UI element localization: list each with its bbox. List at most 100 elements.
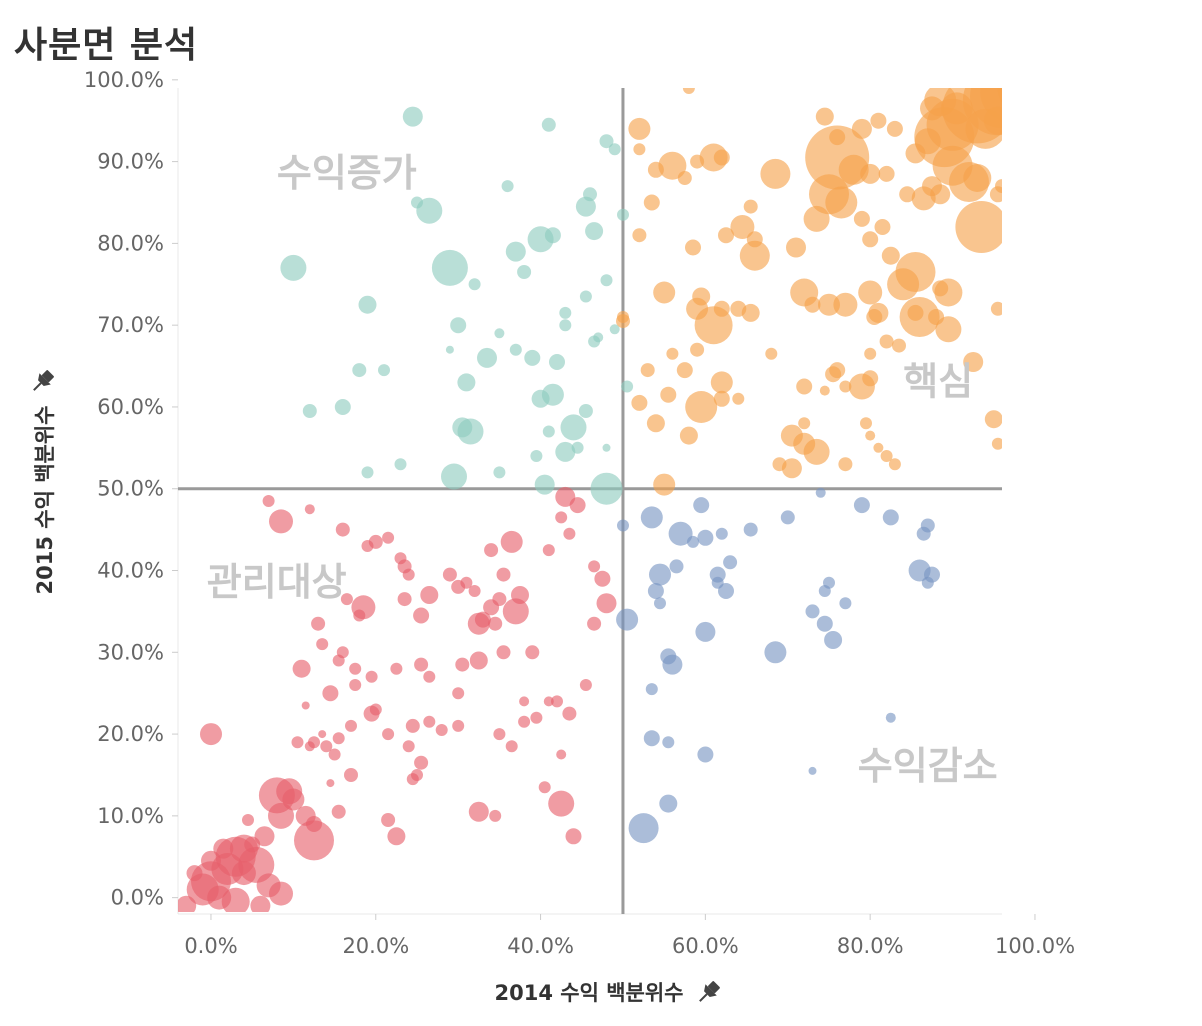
point-core[interactable] [658, 151, 687, 180]
point-decline[interactable] [695, 621, 716, 642]
point-growth[interactable] [530, 450, 543, 462]
point-core[interactable] [743, 199, 758, 214]
point-manage[interactable] [361, 540, 374, 552]
point-manage[interactable] [231, 861, 256, 886]
point-decline[interactable] [815, 487, 826, 498]
point-growth[interactable] [579, 290, 592, 303]
scatter-points[interactable] [176, 62, 1047, 916]
point-decline[interactable] [805, 604, 820, 619]
point-manage[interactable] [304, 504, 315, 515]
point-manage[interactable] [201, 850, 221, 871]
point-core[interactable] [911, 186, 936, 211]
point-decline[interactable] [853, 497, 870, 514]
point-growth[interactable] [585, 222, 604, 241]
point-decline[interactable] [693, 497, 710, 514]
point-manage[interactable] [423, 715, 436, 728]
point-core[interactable] [760, 158, 791, 189]
point-manage[interactable] [588, 560, 601, 573]
pin-icon[interactable] [694, 979, 722, 1007]
point-core[interactable] [685, 239, 701, 256]
point-manage[interactable] [569, 497, 586, 514]
point-manage[interactable] [543, 696, 554, 707]
point-growth[interactable] [352, 363, 367, 378]
point-growth[interactable] [617, 208, 629, 221]
point-growth[interactable] [559, 319, 572, 332]
point-growth[interactable] [394, 458, 407, 471]
point-manage[interactable] [484, 543, 499, 558]
point-manage[interactable] [200, 723, 222, 746]
point-growth[interactable] [477, 347, 497, 368]
point-decline[interactable] [697, 746, 714, 763]
point-core[interactable] [873, 442, 884, 453]
point-manage[interactable] [242, 814, 254, 826]
point-manage[interactable] [387, 827, 406, 846]
point-growth[interactable] [493, 466, 506, 479]
point-core[interactable] [899, 186, 916, 203]
point-core[interactable] [679, 426, 698, 445]
point-manage[interactable] [340, 593, 353, 606]
point-core[interactable] [838, 457, 853, 472]
point-manage[interactable] [349, 662, 362, 675]
point-manage[interactable] [414, 657, 429, 672]
point-manage[interactable] [452, 719, 465, 732]
point-core[interactable] [676, 362, 693, 379]
point-manage[interactable] [420, 586, 439, 604]
point-decline[interactable] [839, 597, 852, 610]
point-decline[interactable] [916, 526, 931, 541]
point-core[interactable] [690, 154, 705, 169]
point-core[interactable] [647, 161, 664, 178]
point-growth[interactable] [402, 106, 423, 127]
point-manage[interactable] [500, 530, 523, 553]
point-core[interactable] [786, 237, 806, 258]
point-core[interactable] [934, 278, 963, 307]
point-growth[interactable] [590, 472, 623, 505]
point-manage[interactable] [551, 695, 563, 708]
point-growth[interactable] [534, 474, 555, 495]
point-manage[interactable] [488, 616, 503, 631]
point-manage[interactable] [349, 679, 362, 691]
point-core[interactable] [892, 338, 906, 353]
point-growth[interactable] [280, 254, 307, 281]
point-core[interactable] [660, 386, 677, 403]
point-core[interactable] [991, 437, 1004, 450]
point-manage[interactable] [451, 579, 466, 594]
point-growth[interactable] [457, 418, 484, 445]
point-growth[interactable] [555, 441, 576, 462]
point-growth[interactable] [378, 364, 390, 377]
point-manage[interactable] [565, 828, 582, 845]
point-core[interactable] [1008, 413, 1020, 425]
point-core[interactable] [887, 268, 920, 301]
point-growth[interactable] [509, 343, 522, 356]
point-manage[interactable] [268, 802, 294, 829]
point-core[interactable] [653, 281, 676, 304]
point-manage[interactable] [442, 567, 457, 582]
point-core[interactable] [866, 309, 883, 325]
point-core[interactable] [829, 362, 846, 379]
point-decline[interactable] [924, 566, 940, 583]
point-manage[interactable] [244, 836, 261, 853]
point-manage[interactable] [250, 895, 271, 916]
point-core[interactable] [870, 112, 887, 129]
point-decline[interactable] [816, 615, 833, 632]
point-growth[interactable] [441, 463, 467, 490]
point-core[interactable] [955, 201, 1007, 253]
point-manage[interactable] [381, 813, 396, 827]
point-manage[interactable] [322, 685, 339, 702]
point-manage[interactable] [542, 544, 555, 557]
point-core[interactable] [643, 194, 660, 211]
point-core[interactable] [694, 306, 733, 345]
point-core[interactable] [710, 371, 733, 394]
point-decline[interactable] [643, 730, 660, 747]
point-core[interactable] [825, 186, 858, 219]
point-manage[interactable] [518, 715, 531, 728]
point-decline[interactable] [824, 631, 843, 649]
point-core[interactable] [860, 163, 881, 184]
point-manage[interactable] [414, 755, 429, 770]
pin-icon[interactable] [28, 368, 56, 396]
point-manage[interactable] [587, 616, 602, 631]
point-manage[interactable] [365, 670, 378, 683]
point-core[interactable] [781, 458, 802, 479]
point-core[interactable] [718, 227, 734, 244]
point-manage[interactable] [402, 568, 415, 581]
point-growth[interactable] [549, 354, 565, 370]
